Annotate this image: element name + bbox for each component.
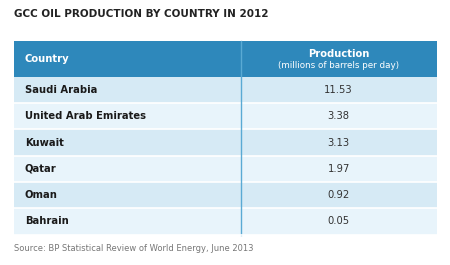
Text: Oman: Oman [25, 190, 58, 200]
Text: Qatar: Qatar [25, 164, 57, 174]
Bar [14, 77, 436, 103]
Text: 3.38: 3.38 [328, 111, 350, 121]
Text: 0.05: 0.05 [328, 217, 350, 226]
Text: (millions of barrels per day): (millions of barrels per day) [278, 61, 399, 70]
Text: Kuwait: Kuwait [25, 138, 63, 148]
Text: Source: BP Statistical Review of World Energy, June 2013: Source: BP Statistical Review of World E… [14, 244, 253, 253]
Text: 11.53: 11.53 [324, 85, 353, 95]
Bar [14, 156, 436, 182]
Bar [14, 182, 436, 208]
Text: GCC OIL PRODUCTION BY COUNTRY IN 2012: GCC OIL PRODUCTION BY COUNTRY IN 2012 [14, 9, 268, 19]
Text: Production: Production [308, 49, 369, 59]
Text: Saudi Arabia: Saudi Arabia [25, 85, 97, 95]
Text: 1.97: 1.97 [328, 164, 350, 174]
Text: 0.92: 0.92 [328, 190, 350, 200]
Bar [14, 208, 436, 235]
Text: Country: Country [25, 54, 69, 64]
Bar [14, 129, 436, 156]
Text: 3.13: 3.13 [328, 138, 350, 148]
Bar [14, 103, 436, 129]
Bar [14, 41, 436, 77]
Text: Bahrain: Bahrain [25, 217, 68, 226]
Text: United Arab Emirates: United Arab Emirates [25, 111, 146, 121]
